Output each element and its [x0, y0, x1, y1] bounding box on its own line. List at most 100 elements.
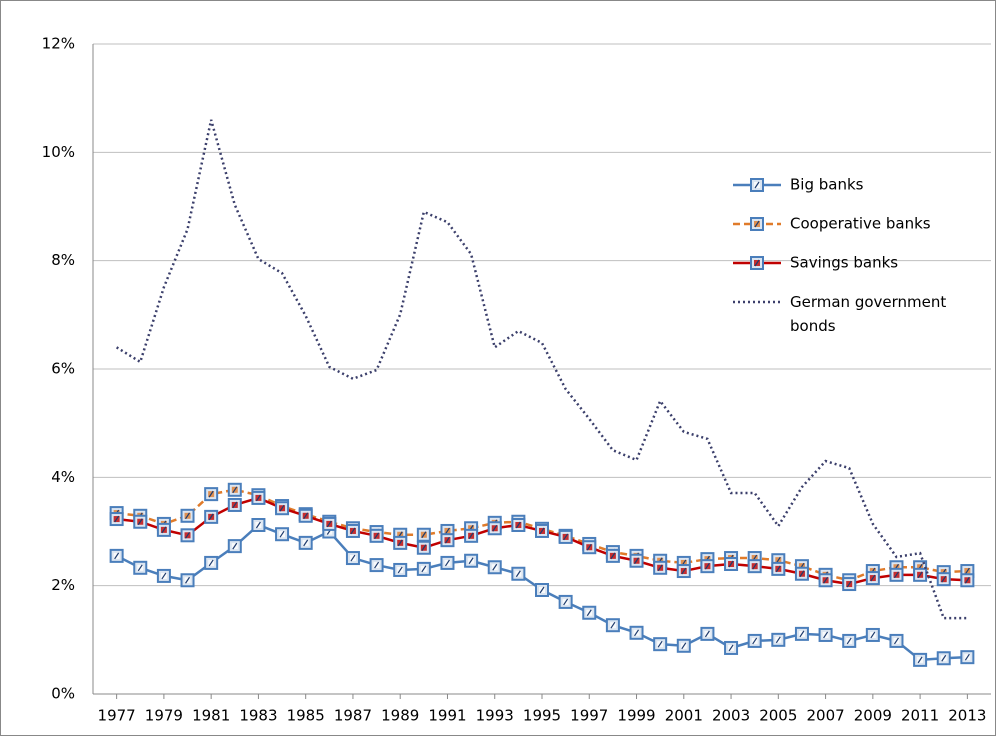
marker: [251, 518, 266, 532]
marker-slash: [255, 521, 261, 529]
y-tick-label: 2%: [51, 576, 75, 594]
y-tick-label: 8%: [51, 251, 75, 269]
marker-slash: [114, 552, 120, 560]
marker: [605, 618, 620, 633]
marker: [936, 651, 951, 666]
marker-slash: [754, 259, 760, 267]
marker: [582, 540, 597, 555]
marker: [369, 528, 384, 543]
marker: [322, 516, 337, 531]
marker: [440, 555, 455, 570]
marker: [416, 561, 431, 576]
marker: [487, 521, 502, 536]
marker-slash: [917, 656, 923, 664]
x-tick-label: 1991: [428, 707, 466, 725]
marker: [960, 650, 975, 665]
y-tick-label: 4%: [51, 468, 75, 486]
y-tick-label: 6%: [51, 360, 75, 378]
marker: [750, 256, 764, 270]
x-tick-label: 1989: [381, 707, 419, 725]
marker-slash: [964, 653, 970, 661]
marker: [794, 566, 809, 581]
marker-slash: [185, 531, 191, 539]
marker: [204, 509, 219, 524]
marker: [700, 626, 715, 641]
marker-slash: [799, 570, 805, 578]
marker-slash: [657, 640, 663, 648]
x-tick-label: 1995: [523, 707, 561, 725]
marker-slash: [444, 527, 450, 535]
marker-slash: [161, 526, 167, 534]
marker-slash: [775, 636, 781, 644]
legend-item: Big banks: [733, 176, 864, 194]
marker: [180, 528, 195, 543]
marker-slash: [754, 181, 760, 189]
marker: [629, 625, 644, 640]
marker-slash: [917, 571, 923, 579]
marker-slash: [964, 576, 970, 584]
x-tick-label: 1977: [98, 707, 136, 725]
marker-slash: [185, 576, 191, 584]
marker: [204, 555, 219, 570]
marker: [464, 553, 479, 568]
marker-slash: [799, 630, 805, 638]
marker-slash: [468, 532, 474, 540]
x-tick-label: 2005: [759, 707, 797, 725]
x-tick-label: 2003: [712, 707, 750, 725]
marker-slash: [161, 572, 167, 580]
marker-slash: [279, 530, 285, 538]
marker-slash: [492, 563, 498, 571]
marker: [653, 637, 668, 652]
marker: [653, 560, 668, 575]
y-tick-label: 0%: [51, 685, 75, 703]
x-tick-label: 1997: [570, 707, 608, 725]
y-tick-label: 10%: [42, 143, 75, 161]
legend-item: Cooperative banks: [733, 215, 931, 233]
marker-slash: [114, 515, 120, 523]
marker-slash: [752, 562, 758, 570]
marker: [889, 567, 904, 582]
marker: [865, 571, 880, 586]
marker-slash: [137, 518, 143, 526]
marker-slash: [421, 565, 427, 573]
marker: [676, 564, 691, 579]
marker-slash: [255, 494, 261, 502]
marker: [629, 553, 644, 568]
series-line: [115, 119, 968, 620]
marker-slash: [208, 490, 214, 498]
marker: [227, 497, 242, 512]
marker: [109, 548, 124, 563]
marker-slash: [657, 564, 663, 572]
marker: [771, 632, 786, 647]
marker: [133, 560, 148, 575]
marker-slash: [563, 598, 569, 606]
marker: [464, 528, 479, 543]
marker: [535, 523, 549, 538]
marker: [960, 573, 975, 588]
marker: [416, 540, 431, 555]
marker-slash: [846, 637, 852, 645]
x-tick-label: 2007: [806, 707, 844, 725]
marker-slash: [704, 630, 710, 638]
marker: [747, 559, 762, 574]
marker: [251, 490, 266, 505]
marker: [180, 508, 195, 523]
marker-slash: [870, 574, 876, 582]
marker: [724, 640, 739, 655]
marker-slash: [586, 543, 592, 551]
marker: [393, 535, 408, 550]
marker-slash: [823, 576, 829, 584]
marker: [558, 594, 573, 609]
marker: [180, 573, 195, 588]
marker: [842, 633, 857, 648]
marker: [109, 512, 124, 527]
marker: [298, 508, 313, 523]
marker: [416, 527, 431, 542]
marker-slash: [728, 644, 734, 652]
marker-slash: [279, 504, 285, 512]
marker-slash: [752, 637, 758, 645]
marker: [275, 527, 290, 542]
marker: [133, 514, 148, 529]
x-tick-label: 1981: [192, 707, 230, 725]
